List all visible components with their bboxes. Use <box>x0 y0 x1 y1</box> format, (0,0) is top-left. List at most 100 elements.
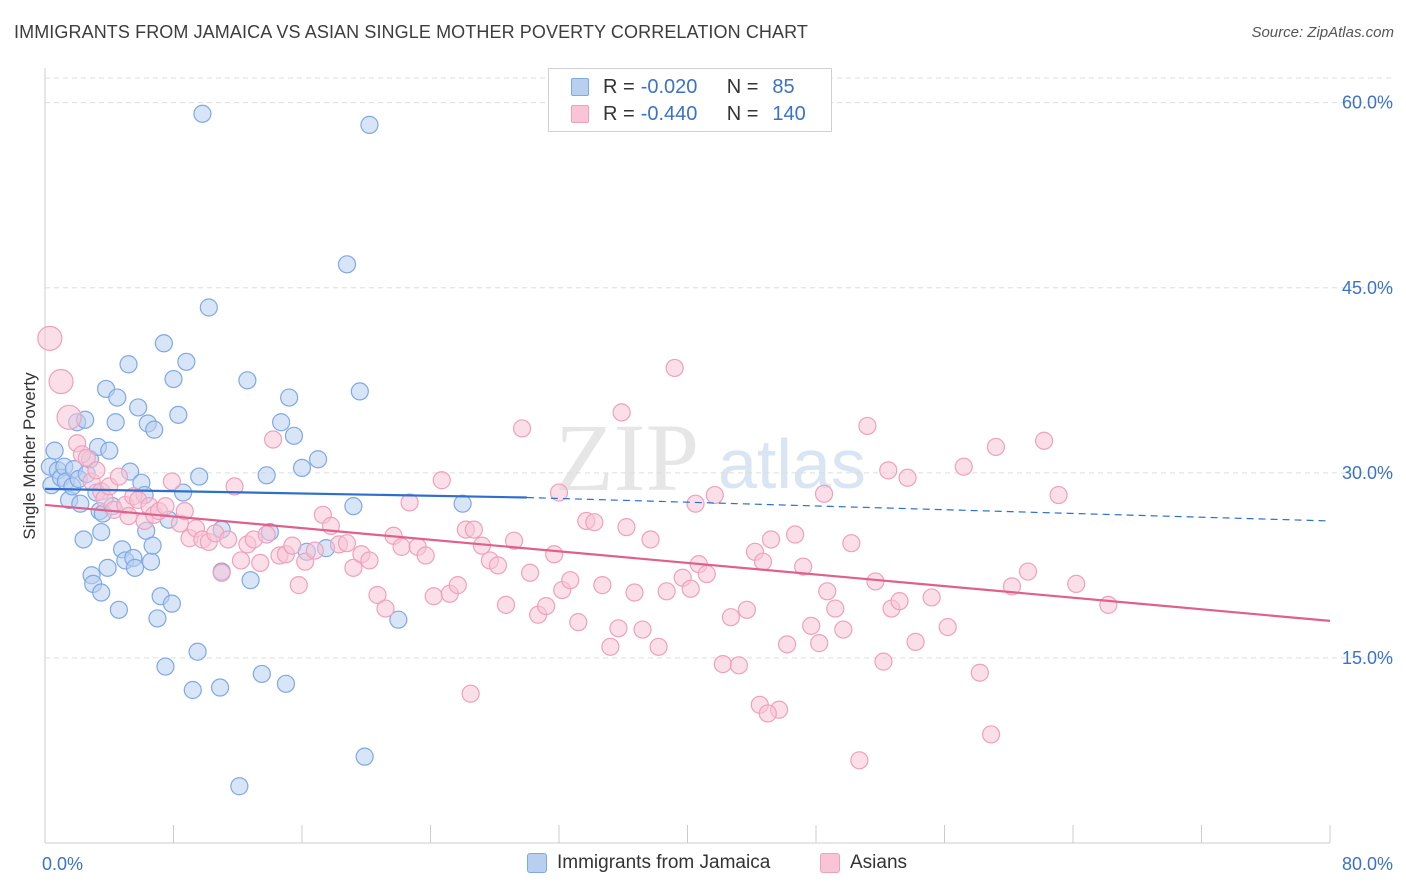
watermark: ZIP atlas <box>555 404 866 511</box>
watermark-zip: ZIP <box>555 404 699 511</box>
point-jamaica <box>145 420 164 439</box>
legend-r-value: -0.020 <box>640 75 698 98</box>
point-jamaica <box>453 494 472 513</box>
point-asians <box>842 534 861 553</box>
point-asians <box>251 553 270 573</box>
legend-item-asians: Asians <box>820 852 907 874</box>
point-jamaica <box>355 747 374 766</box>
point-asians <box>713 654 732 674</box>
y-tick-label-2: 45.0% <box>1342 278 1393 298</box>
point-asians <box>617 518 636 537</box>
point-asians <box>1099 595 1118 614</box>
point-jamaica <box>148 609 167 628</box>
point-asians <box>879 461 898 480</box>
point-asians <box>212 563 231 582</box>
point-jamaica <box>156 657 175 676</box>
point-asians <box>109 467 128 486</box>
point-jamaica <box>183 680 202 700</box>
point-jamaica <box>292 458 312 478</box>
point-asians <box>601 637 620 656</box>
point-asians <box>537 596 556 616</box>
axes <box>44 68 1331 844</box>
series-asians-points <box>37 325 1118 770</box>
point-asians <box>448 576 467 595</box>
legend-r-label: R = <box>603 75 635 98</box>
point-asians <box>416 546 435 565</box>
point-jamaica <box>169 405 188 424</box>
point-asians <box>549 483 569 502</box>
point-jamaica <box>350 382 369 401</box>
point-jamaica <box>257 466 276 485</box>
point-jamaica <box>193 104 212 123</box>
legend-swatch-jamaica <box>571 78 589 96</box>
point-asians <box>954 457 973 476</box>
watermark-atlas: atlas <box>718 425 866 503</box>
point-asians <box>697 564 716 584</box>
point-jamaica <box>210 678 230 697</box>
point-jamaica <box>360 115 379 134</box>
point-asians <box>504 531 524 550</box>
point-asians <box>156 497 175 516</box>
legend-swatch-asians <box>820 853 840 873</box>
point-asians <box>810 634 829 653</box>
point-asians <box>814 484 834 503</box>
point-jamaica <box>280 388 299 407</box>
point-asians <box>77 448 96 468</box>
legend-r-label: R = <box>603 102 635 125</box>
point-asians <box>858 416 877 436</box>
point-jamaica <box>252 664 271 684</box>
point-asians <box>633 620 652 639</box>
y-tick-label-0: 15.0% <box>1342 648 1393 668</box>
trend-line-asians <box>44 503 1331 622</box>
legend-n-value: 140 <box>772 102 806 125</box>
point-asians <box>512 419 532 438</box>
legend-swatch-asians <box>571 105 589 123</box>
y-tick-label-3: 60.0% <box>1342 93 1393 113</box>
chart-title: IMMIGRANTS FROM JAMAICA VS ASIAN SINGLE … <box>14 22 808 42</box>
series-jamaica-points <box>40 104 472 796</box>
point-asians <box>850 751 869 770</box>
legend-row-asians: R = -0.440 N = 140 <box>571 103 806 125</box>
point-jamaica <box>164 369 183 389</box>
point-asians <box>305 541 324 560</box>
point-asians <box>729 656 749 675</box>
point-asians <box>392 537 411 556</box>
point-asians <box>753 552 773 571</box>
point-asians <box>1018 562 1038 581</box>
point-asians <box>175 501 194 521</box>
point-jamaica <box>389 610 408 629</box>
point-asians <box>737 600 757 619</box>
point-asians <box>834 620 853 639</box>
point-asians <box>1034 431 1054 450</box>
point-jamaica <box>92 522 111 542</box>
point-jamaica <box>238 371 257 390</box>
point-asians <box>938 617 957 637</box>
point-asians <box>231 551 251 570</box>
y-axis-title: Single Mother Poverty <box>20 372 39 540</box>
point-asians <box>545 545 564 564</box>
point-asians <box>609 619 628 638</box>
trend-line-jamaica <box>44 487 527 499</box>
point-jamaica <box>45 441 64 460</box>
point-asians <box>119 506 138 526</box>
point-jamaica <box>125 558 145 577</box>
point-asians <box>87 461 106 480</box>
point-asians <box>569 613 588 632</box>
point-asians <box>906 632 925 651</box>
point-asians <box>625 583 644 602</box>
legend-item-jamaica: Immigrants from Jamaica <box>527 852 770 874</box>
trend-lines <box>44 487 1331 622</box>
point-asians <box>283 536 302 555</box>
y-tick-label-1: 30.0% <box>1342 463 1393 483</box>
source-label: Source: ZipAtlas.com <box>1251 24 1394 41</box>
point-jamaica <box>154 334 173 353</box>
point-asians <box>898 468 917 487</box>
point-asians <box>37 325 63 351</box>
point-asians <box>657 582 676 601</box>
legend-swatch-jamaica <box>527 853 547 873</box>
point-asians <box>520 563 540 582</box>
point-asians <box>705 485 724 505</box>
point-jamaica <box>190 467 209 486</box>
series-legend: Immigrants from Jamaica Asians <box>0 852 1406 878</box>
point-jamaica <box>106 413 125 432</box>
